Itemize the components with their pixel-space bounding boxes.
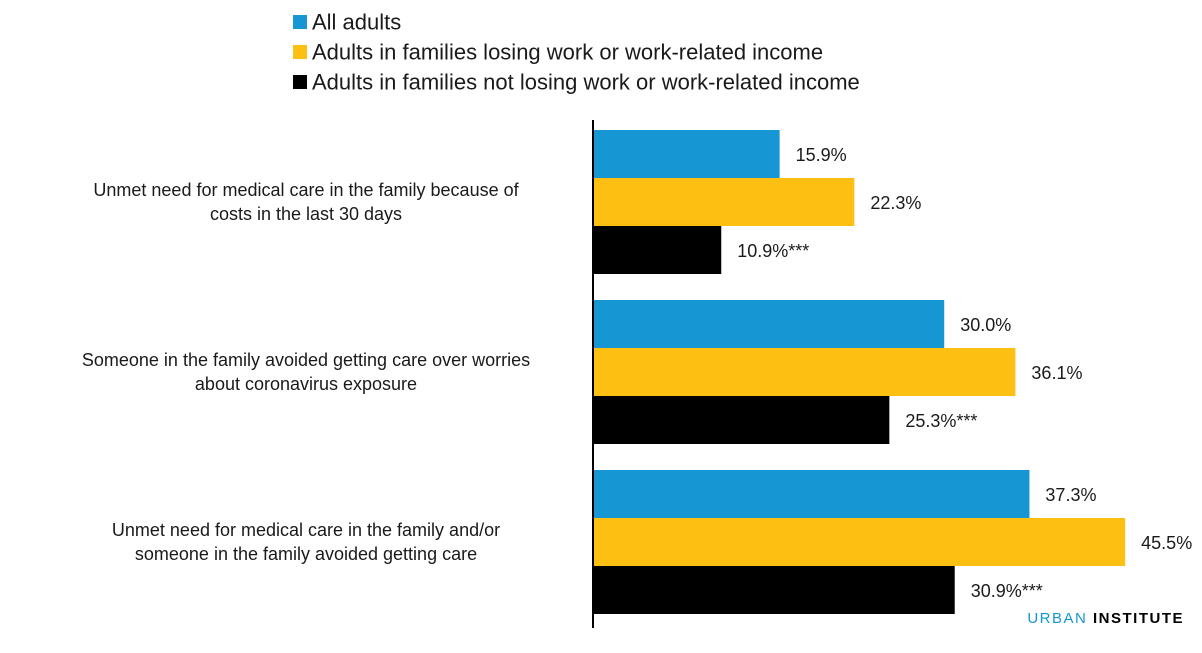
bar-value-label-2-1: 30.0% xyxy=(960,315,1011,335)
category-label-3-line-1: Unmet need for medical care in the famil… xyxy=(112,520,500,540)
bar-2-3 xyxy=(594,396,890,444)
category-labels: Unmet need for medical care in the famil… xyxy=(82,180,530,564)
urban-institute-logo: URBAN INSTITUTE xyxy=(1027,610,1184,627)
legend: All adults Adults in families losing work… xyxy=(293,10,860,95)
category-label-2-line-2: about coronavirus exposure xyxy=(195,374,417,394)
bar-labels: 15.9% 22.3% 10.9%*** 30.0% 36.1% 25.3%*** 37.3… xyxy=(737,145,1192,601)
logo-word-urban: URBAN xyxy=(1027,610,1088,627)
bar-value-label-2-2: 36.1% xyxy=(1031,363,1082,383)
legend-label-3: Adults in families not losing work or wo… xyxy=(312,70,860,95)
legend-swatch-3 xyxy=(293,75,307,89)
bar-3-1 xyxy=(594,470,1030,518)
category-label-2-line-1: Someone in the family avoided getting ca… xyxy=(82,350,530,370)
bar-value-label-3-1: 37.3% xyxy=(1045,485,1096,505)
bar-value-label-1-3: 10.9%*** xyxy=(737,241,809,261)
bar-1-3 xyxy=(594,226,722,274)
legend-label-1: All adults xyxy=(312,10,401,35)
legend-swatch-1 xyxy=(293,15,307,29)
bar-value-label-3-2: 45.5% xyxy=(1141,533,1192,553)
legend-label-2: Adults in families losing work or work-r… xyxy=(312,40,823,65)
bar-value-label-2-3: 25.3%*** xyxy=(905,411,977,431)
bar-value-label-3-3: 30.9%*** xyxy=(971,581,1043,601)
bar-2-2 xyxy=(594,348,1016,396)
category-label-1-line-2: costs in the last 30 days xyxy=(210,204,402,224)
bars xyxy=(594,130,1126,614)
bar-1-1 xyxy=(594,130,780,178)
logo-word-institute: INSTITUTE xyxy=(1093,610,1184,627)
bar-value-label-1-2: 22.3% xyxy=(870,193,921,213)
bar-value-label-1-1: 15.9% xyxy=(796,145,847,165)
bar-1-2 xyxy=(594,178,855,226)
bar-2-1 xyxy=(594,300,945,348)
category-label-3-line-2: someone in the family avoided getting ca… xyxy=(135,544,477,564)
category-label-1-line-1: Unmet need for medical care in the famil… xyxy=(93,180,519,200)
bar-3-2 xyxy=(594,518,1126,566)
bar-3-3 xyxy=(594,566,955,614)
legend-swatch-2 xyxy=(293,45,307,59)
